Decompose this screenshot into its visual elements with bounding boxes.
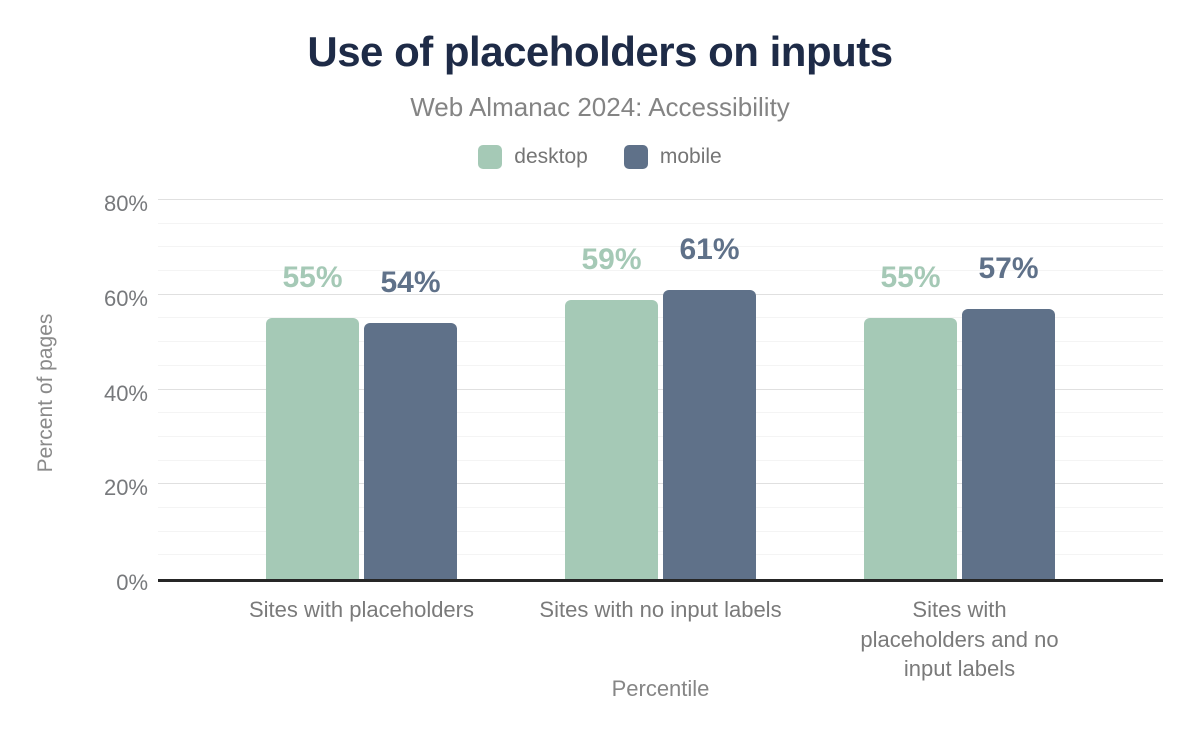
chart-subtitle: Web Almanac 2024: Accessibility bbox=[410, 92, 790, 122]
bar-desktop[interactable] bbox=[565, 299, 658, 579]
bar-slot: 54% bbox=[364, 268, 457, 579]
gridline-minor bbox=[158, 341, 1163, 343]
x-tick-label: Sites with placeholders and no input lab… bbox=[860, 597, 1059, 682]
legend-swatch-mobile bbox=[623, 145, 648, 169]
bar-value-label: 59% bbox=[581, 242, 642, 276]
plot-area: 55% 54% 59% 61% 55% 57% bbox=[158, 199, 1163, 582]
gridline-minor bbox=[158, 222, 1163, 224]
gridline-major bbox=[158, 483, 1163, 485]
legend: desktop mobile bbox=[0, 145, 1200, 169]
bar-desktop[interactable] bbox=[864, 318, 957, 579]
bar-slot: 55% bbox=[864, 263, 957, 579]
gridline-major bbox=[158, 199, 1163, 200]
gridline-major bbox=[158, 388, 1163, 390]
legend-item-mobile[interactable]: mobile bbox=[623, 145, 722, 169]
bar-slot: 57% bbox=[962, 251, 1055, 579]
bar-value-label: 57% bbox=[978, 251, 1039, 285]
bar-value-label: 55% bbox=[880, 261, 941, 295]
bar-value-label: 61% bbox=[679, 233, 740, 267]
y-tick-label: 20% bbox=[103, 475, 148, 501]
gridline-minor bbox=[158, 246, 1163, 248]
bar-value-label: 54% bbox=[380, 266, 441, 300]
gridline-minor bbox=[158, 317, 1163, 319]
y-tick-label: 0% bbox=[116, 570, 148, 595]
gridline-minor bbox=[158, 364, 1163, 366]
bar-group: 55% 54% bbox=[266, 263, 457, 579]
bar-mobile[interactable] bbox=[364, 323, 457, 579]
bar-series: 55% 54% 59% 61% 55% 57% bbox=[158, 203, 1163, 579]
gridline-minor bbox=[158, 270, 1163, 272]
chart-title: Use of placeholders on inputs bbox=[307, 28, 893, 75]
bar-slot: 55% bbox=[266, 263, 359, 579]
bar-group: 55% 57% bbox=[864, 251, 1055, 579]
chart-plot-row: Percent of pages 55% 54% 59% 61% 55% 57% 0% 20… bbox=[0, 192, 1200, 595]
gridline-minor bbox=[158, 459, 1163, 461]
legend-label: mobile bbox=[659, 145, 722, 168]
legend-label: desktop bbox=[514, 145, 588, 168]
bar-slot: 59% bbox=[565, 242, 658, 579]
gridline-major bbox=[158, 293, 1163, 295]
bar-mobile[interactable] bbox=[663, 290, 756, 579]
bar-slot: 61% bbox=[663, 235, 756, 579]
bar-mobile[interactable] bbox=[962, 308, 1055, 579]
gridline-minor bbox=[158, 530, 1163, 532]
x-tick-label: Sites with placeholders bbox=[248, 597, 475, 622]
bar-value-label: 55% bbox=[282, 261, 343, 295]
x-tick-label: Sites with no input labels bbox=[539, 597, 782, 622]
legend-swatch-desktop bbox=[478, 145, 503, 169]
gridline-minor bbox=[158, 435, 1163, 437]
y-tick-label: 40% bbox=[103, 380, 148, 406]
bar-group: 59% 61% bbox=[565, 235, 756, 579]
x-axis-labels: Sites with placeholders Sites with no inp… bbox=[158, 582, 1163, 681]
gridline-minor bbox=[158, 554, 1163, 556]
gridline-minor bbox=[158, 412, 1163, 414]
legend-item-desktop[interactable]: desktop bbox=[478, 145, 588, 169]
y-tick-label: 60% bbox=[103, 285, 148, 311]
gridline-minor bbox=[158, 506, 1163, 508]
x-axis-title: Percentile bbox=[611, 676, 710, 701]
y-tick-label: 80% bbox=[103, 191, 148, 216]
bar-desktop[interactable] bbox=[266, 318, 359, 579]
